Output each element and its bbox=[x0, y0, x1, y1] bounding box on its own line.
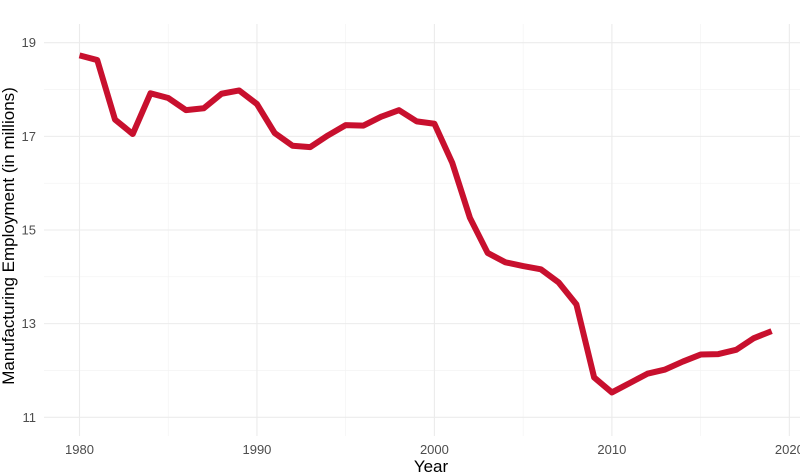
y-tick-label: 13 bbox=[22, 316, 36, 331]
series-line bbox=[78, 52, 773, 396]
y-tick-label: 15 bbox=[22, 223, 36, 238]
x-tick-label: 1980 bbox=[65, 442, 94, 457]
y-tick-label: 17 bbox=[22, 129, 36, 144]
y-tick-label: 19 bbox=[22, 35, 36, 50]
x-tick-label: 2000 bbox=[420, 442, 449, 457]
minor-gridlines bbox=[44, 24, 800, 436]
x-tick-label: 1990 bbox=[242, 442, 271, 457]
major-gridlines bbox=[44, 24, 800, 436]
x-tick-label: 2010 bbox=[597, 442, 626, 457]
y-tick-label: 11 bbox=[23, 410, 37, 425]
y-tick-labels: 11 13 15 17 19 bbox=[22, 35, 36, 425]
y-axis-title: Manufacturing Employment (in millions) bbox=[0, 87, 18, 385]
series-group bbox=[78, 52, 773, 396]
x-axis-title: Year bbox=[414, 457, 449, 474]
x-tick-labels: 1980 1990 2000 2010 2020 bbox=[65, 442, 800, 457]
x-tick-label: 2020 bbox=[775, 442, 800, 457]
